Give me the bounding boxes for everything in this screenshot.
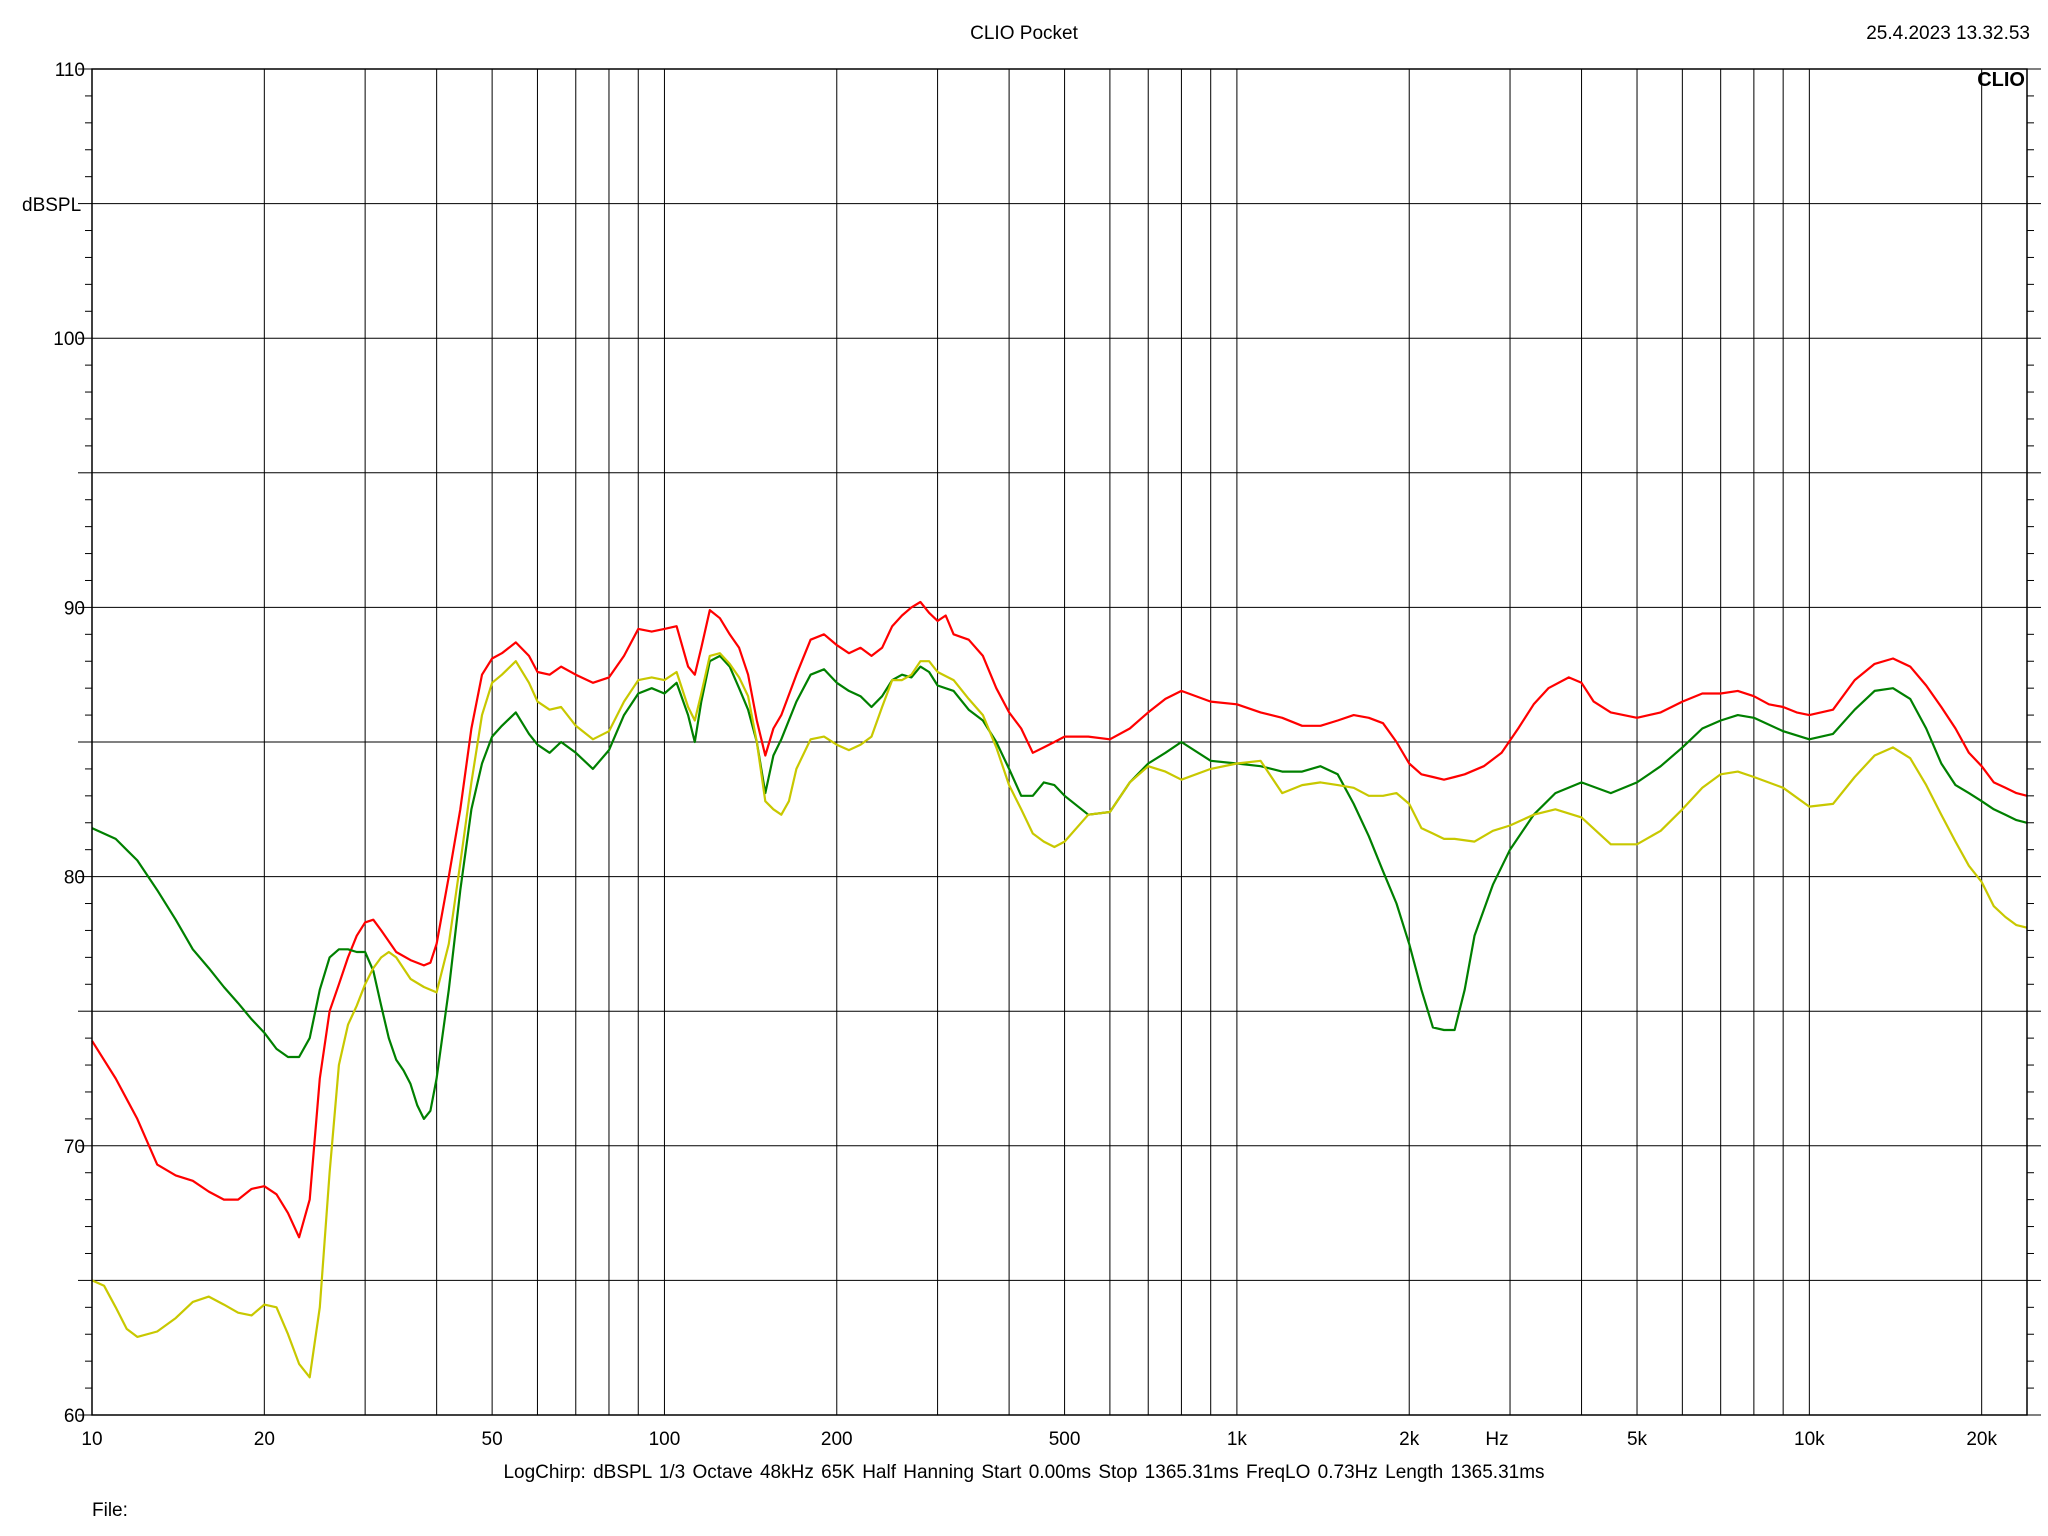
measurement-settings: LogChirp: dBSPL 1/3 Octave 48kHz 65K Hal… — [503, 1462, 1545, 1483]
y-axis-label: dBSPL — [22, 195, 81, 216]
series-line-1 — [91, 600, 2028, 1239]
x-tick-label: 10k — [1794, 1429, 1825, 1450]
timestamp: 25.4.2023 13.32.53 — [1866, 23, 2030, 44]
plot-frame — [91, 68, 2028, 1416]
x-tick-label: 20k — [1966, 1429, 1997, 1450]
chart-title: CLIO Pocket — [970, 23, 1078, 44]
series-line-3 — [91, 652, 2028, 1379]
y-axis-ticks: 110 100 90 80 70 60 — [53, 60, 2041, 1427]
y-tick-label: 100 — [53, 329, 85, 350]
y-tick-label: 110 — [55, 60, 85, 81]
x-tick-label: 20 — [254, 1429, 275, 1450]
x-tick-label: 5k — [1627, 1429, 1648, 1450]
x-tick-label: 2k — [1399, 1429, 1420, 1450]
x-tick-label: 10 — [81, 1429, 102, 1450]
x-tick-label: 100 — [649, 1429, 681, 1450]
y-tick-label: 70 — [64, 1137, 85, 1158]
grid — [92, 69, 2027, 1415]
clio-logo: CLIO — [1977, 69, 2025, 91]
file-label: File: — [92, 1500, 128, 1521]
y-tick-label: 80 — [64, 868, 85, 889]
x-axis-ticks: 10 20 50 100 200 500 1k 2k 5k 10k 20k — [81, 1429, 1997, 1450]
x-axis-label: Hz — [1485, 1429, 1508, 1450]
y-tick-label: 90 — [64, 598, 85, 619]
y-tick-label: 60 — [64, 1406, 85, 1427]
x-tick-label: 200 — [821, 1429, 853, 1450]
x-tick-label: 500 — [1049, 1429, 1081, 1450]
x-tick-label: 1k — [1227, 1429, 1248, 1450]
x-tick-label: 50 — [482, 1429, 503, 1450]
series-lines — [91, 600, 2028, 1379]
series-line-2 — [91, 654, 2028, 1120]
